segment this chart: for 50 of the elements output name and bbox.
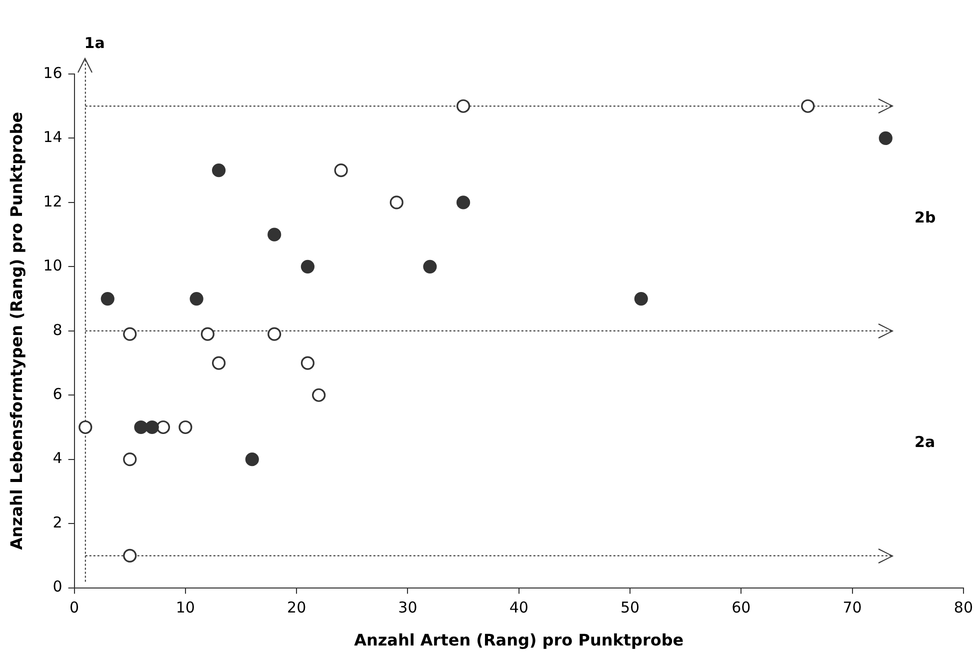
x-tick-label: 30	[398, 598, 418, 617]
point	[312, 388, 326, 402]
y-tick-label: 4	[52, 449, 62, 468]
y-axis-title: Anzahl Lebensformtypen (Rang) pro Punktprobe	[6, 112, 26, 550]
point	[390, 196, 404, 210]
x-tick-label: 70	[842, 598, 862, 617]
y-tick-label: 6	[52, 385, 62, 404]
y-tick-label: 2	[52, 513, 62, 532]
point	[878, 131, 892, 146]
point	[634, 292, 648, 306]
point	[334, 164, 348, 178]
x-tick-label: 20	[287, 598, 306, 617]
x-tick-label: 80	[954, 598, 974, 617]
y-tick-label: 10	[43, 256, 62, 275]
y-tick-label: 14	[43, 128, 62, 146]
annotation: 2b	[914, 208, 936, 226]
point	[78, 420, 92, 434]
point	[268, 228, 282, 242]
point	[456, 99, 470, 113]
point	[456, 196, 470, 210]
point	[801, 99, 815, 113]
point	[245, 452, 259, 466]
point	[134, 420, 148, 434]
point	[200, 327, 214, 341]
point	[156, 420, 170, 434]
point	[123, 327, 137, 341]
point	[178, 420, 192, 434]
x-tick-label: 50	[620, 598, 640, 617]
text: 1a	[84, 34, 105, 52]
x-axis-title: Anzahl Arten (Rang) pro Punktprobe	[354, 630, 684, 650]
point	[212, 164, 226, 178]
x-tick-label: 40	[509, 598, 528, 617]
y-tick-label: 8	[52, 320, 62, 339]
point	[123, 548, 137, 562]
point	[123, 452, 137, 466]
point	[212, 356, 226, 370]
point	[423, 260, 437, 274]
annotation: 2a	[914, 433, 936, 452]
point	[300, 260, 314, 274]
y-tick-label: 16	[43, 64, 62, 82]
x-tick-label: 60	[732, 598, 751, 617]
x-tick-label: 10	[176, 598, 195, 617]
point	[300, 356, 314, 370]
point	[190, 292, 204, 306]
point	[268, 327, 282, 341]
point	[100, 292, 114, 306]
x-tick-label: 0	[70, 598, 80, 617]
y-tick-label: 12	[43, 192, 62, 210]
point	[145, 420, 159, 434]
y-tick-label: 0	[52, 578, 62, 596]
